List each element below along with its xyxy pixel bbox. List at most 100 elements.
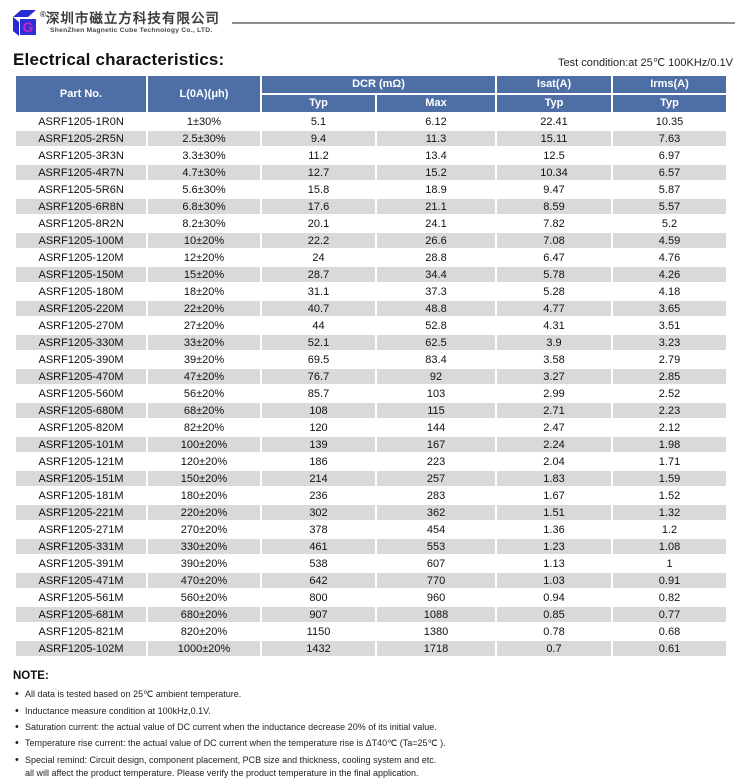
isat-typ-cell: 1.23 xyxy=(497,539,612,554)
inductance-cell: 390±20% xyxy=(148,556,260,571)
irms-typ-cell: 4.76 xyxy=(613,250,727,265)
table-row: ASRF1205-220M 22±20% 40.7 48.8 4.77 3.65 xyxy=(16,301,727,316)
part-no-cell: ASRF1205-3R3N xyxy=(16,148,146,163)
dcr-max-cell: 92 xyxy=(377,369,496,384)
table-row: ASRF1205-180M 18±20% 31.1 37.3 5.28 4.18 xyxy=(16,284,727,299)
header-divider xyxy=(231,22,735,24)
table-header: Part No. L(0A)(μh) DCR (mΩ) Isat(A) Irms… xyxy=(16,76,727,112)
company-logo-icon: G xyxy=(12,9,37,41)
registered-mark: ® xyxy=(40,10,46,19)
isat-typ-cell: 7.82 xyxy=(497,216,612,231)
table-row: ASRF1205-1R0N 1±30% 5.1 6.12 22.41 10.35 xyxy=(16,114,727,129)
dcr-typ-cell: 40.7 xyxy=(262,301,375,316)
company-names: ®深圳市磁立方科技有限公司 ShenZhen Magnetic Cube Tec… xyxy=(40,7,220,34)
part-no-cell: ASRF1205-471M xyxy=(16,573,146,588)
inductance-cell: 270±20% xyxy=(148,522,260,537)
part-no-cell: ASRF1205-102M xyxy=(16,641,146,656)
table-row: ASRF1205-150M 15±20% 28.7 34.4 5.78 4.26 xyxy=(16,267,727,282)
dcr-max-cell: 11.3 xyxy=(377,131,496,146)
inductance-cell: 18±20% xyxy=(148,284,260,299)
part-no-cell: ASRF1205-330M xyxy=(16,335,146,350)
dcr-typ-cell: 85.7 xyxy=(262,386,375,401)
table-row: ASRF1205-3R3N 3.3±30% 11.2 13.4 12.5 6.97 xyxy=(16,148,727,163)
table-row: ASRF1205-680M 68±20% 108 115 2.71 2.23 xyxy=(16,403,727,418)
isat-typ-cell: 2.71 xyxy=(497,403,612,418)
dcr-typ-cell: 12.7 xyxy=(262,165,375,180)
irms-typ-cell: 0.82 xyxy=(613,590,727,605)
dcr-typ-cell: 907 xyxy=(262,607,375,622)
company-header: G ®深圳市磁立方科技有限公司 ShenZhen Magnetic Cube T… xyxy=(0,0,743,41)
dcr-typ-cell: 17.6 xyxy=(262,199,375,214)
isat-typ-cell: 2.47 xyxy=(497,420,612,435)
dcr-max-cell: 454 xyxy=(377,522,496,537)
isat-typ-cell: 3.58 xyxy=(497,352,612,367)
irms-typ-cell: 2.52 xyxy=(613,386,727,401)
table-row: ASRF1205-271M 270±20% 378 454 1.36 1.2 xyxy=(16,522,727,537)
isat-typ-cell: 0.7 xyxy=(497,641,612,656)
note-section: NOTE: All data is tested based on 25℃ am… xyxy=(0,658,743,778)
part-no-cell: ASRF1205-391M xyxy=(16,556,146,571)
isat-typ-cell: 2.24 xyxy=(497,437,612,452)
dcr-max-cell: 960 xyxy=(377,590,496,605)
isat-typ-cell: 1.83 xyxy=(497,471,612,486)
dcr-typ-cell: 538 xyxy=(262,556,375,571)
part-no-cell: ASRF1205-2R5N xyxy=(16,131,146,146)
irms-typ-cell: 1.2 xyxy=(613,522,727,537)
inductance-cell: 4.7±30% xyxy=(148,165,260,180)
company-name-en: ShenZhen Magnetic Cube Technology Co., L… xyxy=(50,27,213,34)
table-row: ASRF1205-8R2N 8.2±30% 20.1 24.1 7.82 5.2 xyxy=(16,216,727,231)
part-no-cell: ASRF1205-101M xyxy=(16,437,146,452)
inductance-cell: 47±20% xyxy=(148,369,260,384)
isat-typ-cell: 3.9 xyxy=(497,335,612,350)
irms-typ-cell: 2.85 xyxy=(613,369,727,384)
table-row: ASRF1205-102M 1000±20% 1432 1718 0.7 0.61 xyxy=(16,641,727,656)
note-title: NOTE: xyxy=(13,670,49,682)
dcr-typ-cell: 52.1 xyxy=(262,335,375,350)
col-subheader-isat-typ: Typ xyxy=(497,95,612,112)
note-list: All data is tested based on 25℃ ambient … xyxy=(13,688,729,766)
table-row: ASRF1205-2R5N 2.5±30% 9.4 11.3 15.11 7.63 xyxy=(16,131,727,146)
dcr-typ-cell: 1150 xyxy=(262,624,375,639)
table-row: ASRF1205-331M 330±20% 461 553 1.23 1.08 xyxy=(16,539,727,554)
dcr-max-cell: 52.8 xyxy=(377,318,496,333)
inductance-cell: 6.8±30% xyxy=(148,199,260,214)
table-row: ASRF1205-121M 120±20% 186 223 2.04 1.71 xyxy=(16,454,727,469)
note-item: Saturation current: the actual value of … xyxy=(13,721,729,733)
dcr-typ-cell: 108 xyxy=(262,403,375,418)
col-subheader-dcr-max: Max xyxy=(377,95,496,112)
table-row: ASRF1205-561M 560±20% 800 960 0.94 0.82 xyxy=(16,590,727,605)
dcr-max-cell: 24.1 xyxy=(377,216,496,231)
part-no-cell: ASRF1205-5R6N xyxy=(16,182,146,197)
table-row: ASRF1205-221M 220±20% 302 362 1.51 1.32 xyxy=(16,505,727,520)
dcr-max-cell: 607 xyxy=(377,556,496,571)
irms-typ-cell: 4.26 xyxy=(613,267,727,282)
part-no-cell: ASRF1205-271M xyxy=(16,522,146,537)
irms-typ-cell: 3.23 xyxy=(613,335,727,350)
inductance-cell: 150±20% xyxy=(148,471,260,486)
isat-typ-cell: 15.11 xyxy=(497,131,612,146)
dcr-max-cell: 34.4 xyxy=(377,267,496,282)
isat-typ-cell: 1.03 xyxy=(497,573,612,588)
svg-text:G: G xyxy=(23,19,34,35)
dcr-max-cell: 15.2 xyxy=(377,165,496,180)
isat-typ-cell: 1.36 xyxy=(497,522,612,537)
part-no-cell: ASRF1205-181M xyxy=(16,488,146,503)
dcr-max-cell: 6.12 xyxy=(377,114,496,129)
dcr-typ-cell: 76.7 xyxy=(262,369,375,384)
part-no-cell: ASRF1205-6R8N xyxy=(16,199,146,214)
irms-typ-cell: 3.65 xyxy=(613,301,727,316)
isat-typ-cell: 7.08 xyxy=(497,233,612,248)
inductance-cell: 33±20% xyxy=(148,335,260,350)
irms-typ-cell: 1.59 xyxy=(613,471,727,486)
part-no-cell: ASRF1205-121M xyxy=(16,454,146,469)
table-row: ASRF1205-120M 12±20% 24 28.8 6.47 4.76 xyxy=(16,250,727,265)
part-no-cell: ASRF1205-681M xyxy=(16,607,146,622)
part-no-cell: ASRF1205-100M xyxy=(16,233,146,248)
part-no-cell: ASRF1205-820M xyxy=(16,420,146,435)
table-row: ASRF1205-100M 10±20% 22.2 26.6 7.08 4.59 xyxy=(16,233,727,248)
part-no-cell: ASRF1205-8R2N xyxy=(16,216,146,231)
part-no-cell: ASRF1205-151M xyxy=(16,471,146,486)
isat-typ-cell: 3.27 xyxy=(497,369,612,384)
part-no-cell: ASRF1205-4R7N xyxy=(16,165,146,180)
col-header-part-no: Part No. xyxy=(16,76,146,112)
